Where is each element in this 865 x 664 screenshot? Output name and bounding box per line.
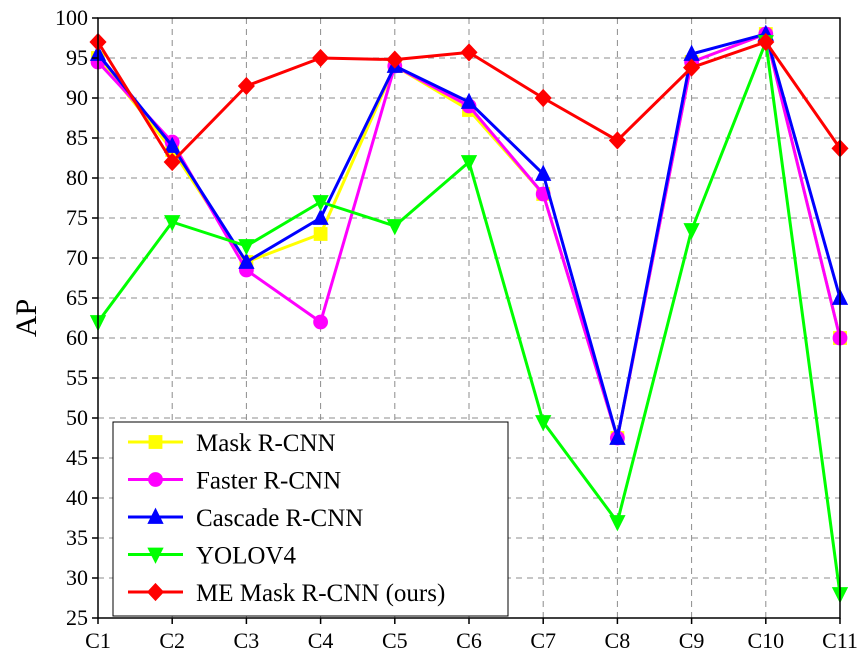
legend-label: ME Mask R-CNN (ours) xyxy=(196,580,445,607)
data-point xyxy=(534,88,552,108)
x-tick-label: C11 xyxy=(822,628,858,653)
x-tick-label: C3 xyxy=(234,628,260,653)
data-point xyxy=(535,164,552,181)
y-tick-label: 85 xyxy=(66,125,88,150)
y-tick-label: 60 xyxy=(66,325,88,350)
series-me-mask-r-cnn-ours xyxy=(89,32,849,172)
legend: Mask R-CNN Faster R-CNN Cascade R-CNN YOLOV… xyxy=(112,421,509,617)
data-point xyxy=(609,428,626,445)
y-tick-label: 50 xyxy=(66,405,88,430)
x-tick-label: C8 xyxy=(605,628,631,653)
legend-label: Cascade R-CNN xyxy=(196,505,363,532)
y-tick-label: 30 xyxy=(66,565,88,590)
y-tick-label: 35 xyxy=(66,525,88,550)
legend-marker xyxy=(147,547,164,564)
y-tick-label: 45 xyxy=(66,445,88,470)
x-tick-label: C4 xyxy=(308,628,334,653)
data-point xyxy=(164,136,181,153)
y-tick-label: 40 xyxy=(66,485,88,510)
y-tick-label: 100 xyxy=(55,5,88,30)
series-layer xyxy=(89,24,849,604)
data-point xyxy=(609,515,626,532)
y-tick-label: 65 xyxy=(66,285,88,310)
data-point xyxy=(163,152,181,172)
x-tick-label: C1 xyxy=(85,628,111,653)
data-point xyxy=(460,43,478,62)
data-point xyxy=(312,208,329,225)
x-tick-label: C9 xyxy=(679,628,705,653)
y-tick-label: 75 xyxy=(66,205,88,230)
data-point xyxy=(535,415,552,432)
y-tick-label: 90 xyxy=(66,85,88,110)
data-point xyxy=(312,195,329,212)
data-point xyxy=(386,219,403,236)
data-point xyxy=(164,215,181,232)
data-point xyxy=(460,92,478,109)
legend-label: YOLOV4 xyxy=(196,543,296,570)
data-point xyxy=(313,314,329,330)
axis-ticks: C1 C2 C3 C4 C5 C6 C7 C8 C9 C10 C11 25 30 35 40 45 50 55 60… xyxy=(55,5,858,653)
data-point xyxy=(238,252,255,269)
data-point xyxy=(312,48,330,68)
legend-marker xyxy=(147,507,164,524)
data-point xyxy=(683,223,700,240)
y-tick-label: 70 xyxy=(66,245,88,270)
x-tick-label: C7 xyxy=(530,628,556,653)
data-point xyxy=(757,32,775,52)
data-point xyxy=(237,76,255,96)
y-tick-label: 25 xyxy=(66,605,88,630)
legend-marker xyxy=(146,582,165,602)
legend-label: Mask R-CNN xyxy=(196,430,336,457)
data-point xyxy=(238,239,255,256)
y-tick-label: 80 xyxy=(66,165,88,190)
legend-box xyxy=(112,421,509,617)
data-point xyxy=(683,58,701,77)
legend-label: Faster R-CNN xyxy=(196,468,341,495)
data-point xyxy=(313,227,328,241)
y-tick-label: 95 xyxy=(66,45,88,70)
data-point xyxy=(460,155,478,172)
y-tick-label: 55 xyxy=(66,365,88,390)
data-point xyxy=(608,131,626,150)
x-tick-label: C10 xyxy=(747,628,784,653)
y-axis-title: AP xyxy=(10,299,43,337)
x-tick-label: C2 xyxy=(159,628,185,653)
x-tick-label: C5 xyxy=(382,628,408,653)
legend-marker xyxy=(148,435,163,449)
x-tick-label: C6 xyxy=(456,628,482,653)
legend-marker xyxy=(148,472,163,487)
data-point xyxy=(386,50,404,69)
